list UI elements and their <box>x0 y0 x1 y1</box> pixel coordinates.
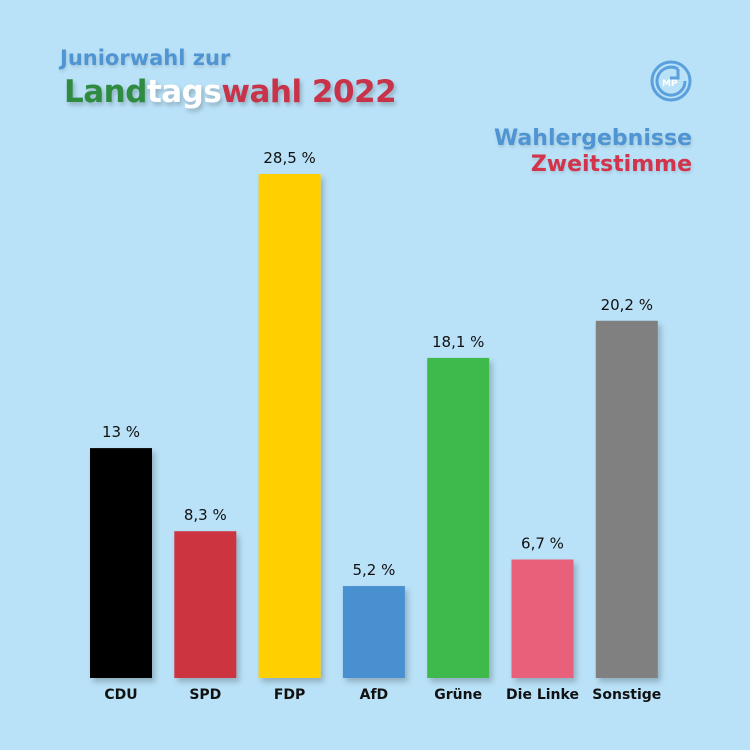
subtitle-results: Wahlergebnisse <box>493 126 692 151</box>
title-part-green: Land <box>64 74 147 110</box>
bar-die-linke <box>511 559 574 678</box>
title-part-white: tags <box>146 74 222 110</box>
title-line1: Juniorwahl zur <box>60 46 231 70</box>
subtitle-second-vote: Zweitstimme <box>530 152 692 177</box>
bar-spd <box>174 531 237 678</box>
category-label: FDP <box>274 687 305 703</box>
bar-sonstige <box>595 320 658 678</box>
bar-cdu <box>90 448 152 678</box>
bar-fdp <box>258 174 321 678</box>
title-part-red: wahl 2022 <box>221 74 397 110</box>
value-label: 18,1 % <box>432 333 484 351</box>
category-label: Die Linke <box>506 687 579 703</box>
bar-afd <box>342 586 405 678</box>
value-label: 8,3 % <box>184 506 227 524</box>
chart-title: Landtagswahl 2022 <box>64 74 397 110</box>
gmp-school-logo-icon: MP <box>650 60 692 102</box>
category-label: Sonstige <box>592 687 661 703</box>
value-label: 13 % <box>102 423 140 441</box>
svg-text:MP: MP <box>662 79 678 89</box>
value-label: 6,7 % <box>521 535 564 553</box>
category-label: CDU <box>104 687 137 703</box>
value-label: 5,2 % <box>352 561 395 579</box>
value-label: 20,2 % <box>601 296 653 314</box>
value-label: 28,5 % <box>263 149 315 167</box>
category-label: Grüne <box>434 687 482 703</box>
bar-grüne <box>427 357 490 678</box>
category-label: AfD <box>360 687 389 703</box>
category-label: SPD <box>189 687 221 703</box>
